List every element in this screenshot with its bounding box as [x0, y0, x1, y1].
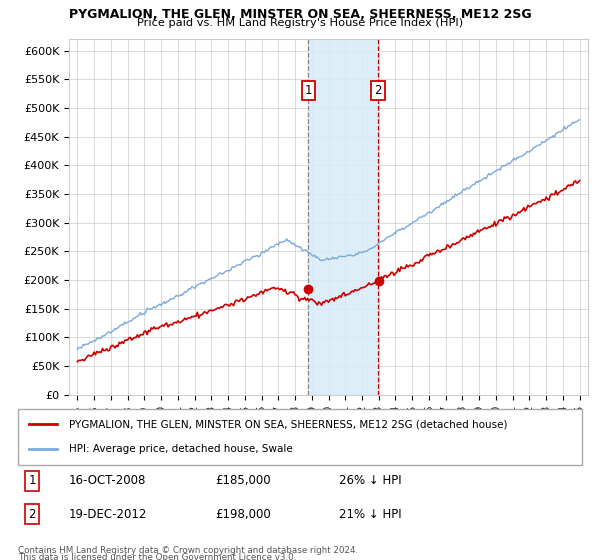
Text: 21% ↓ HPI: 21% ↓ HPI	[340, 508, 402, 521]
Bar	[308, 39, 378, 395]
Text: £185,000: £185,000	[215, 474, 271, 487]
Text: £198,000: £198,000	[215, 508, 271, 521]
Text: Contains HM Land Registry data © Crown copyright and database right 2024.: Contains HM Land Registry data © Crown c…	[18, 546, 358, 555]
Text: 2: 2	[374, 85, 382, 97]
Text: 26% ↓ HPI: 26% ↓ HPI	[340, 474, 402, 487]
Text: HPI: Average price, detached house, Swale: HPI: Average price, detached house, Swal…	[69, 444, 293, 454]
Text: 1: 1	[304, 85, 312, 97]
Text: 2: 2	[28, 508, 36, 521]
Text: 1: 1	[28, 474, 36, 487]
Text: Price paid vs. HM Land Registry's House Price Index (HPI): Price paid vs. HM Land Registry's House …	[137, 18, 463, 29]
Text: This data is licensed under the Open Government Licence v3.0.: This data is licensed under the Open Gov…	[18, 553, 296, 560]
Text: 19-DEC-2012: 19-DEC-2012	[69, 508, 147, 521]
Text: PYGMALION, THE GLEN, MINSTER ON SEA, SHEERNESS, ME12 2SG: PYGMALION, THE GLEN, MINSTER ON SEA, SHE…	[68, 8, 532, 21]
Text: 16-OCT-2008: 16-OCT-2008	[69, 474, 146, 487]
FancyBboxPatch shape	[18, 409, 582, 465]
Text: PYGMALION, THE GLEN, MINSTER ON SEA, SHEERNESS, ME12 2SG (detached house): PYGMALION, THE GLEN, MINSTER ON SEA, SHE…	[69, 419, 507, 430]
